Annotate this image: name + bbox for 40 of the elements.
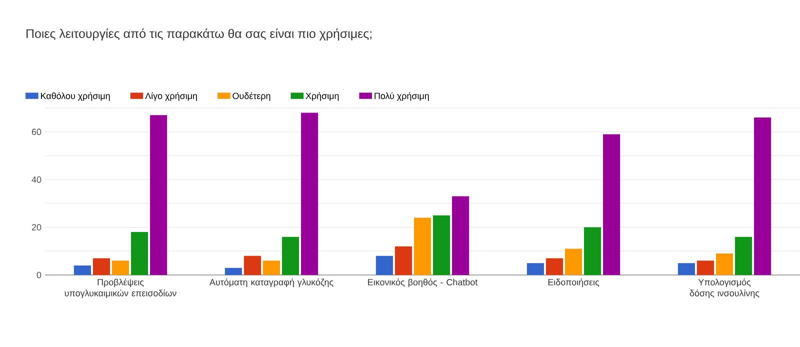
bar [735,236,752,275]
bar [394,246,412,275]
bar [546,258,564,275]
legend-label: Χρήσιμη [306,92,339,101]
legend-label: Λίγο χρήσιμη [145,92,197,101]
bar [584,227,602,275]
bar [224,268,242,275]
y-tick-label: 40 [32,176,42,183]
y-tick-label: 0 [36,272,42,278]
bar [414,218,432,275]
bar [301,112,318,275]
bar [112,260,130,275]
bar [282,236,300,275]
bar [262,260,280,275]
legend-label: Ουδέτερη [232,92,270,101]
x-tick-label: Προβλέψεις υπογλυκαιμικών επεισοδίων [64,278,176,298]
bar [92,258,110,275]
legend-label: Καθόλου χρήσιμη [41,92,110,101]
legend-label: Πολύ χρήσιμη [374,92,429,101]
bar [696,260,714,275]
bar [716,254,734,275]
x-tick-label: Ειδοποιήσεις [548,278,600,288]
bar [754,118,772,275]
bar [130,232,148,275]
bar [452,196,470,275]
chart-title: Ποιες λειτουργίες από τις παρακάτω θα σας είναι πιο χρήσιμες; [26,28,372,40]
bar [678,263,695,275]
x-tick-label: Υπολογισμός δόσης ινσουλίνης [690,278,760,298]
x-tick-label: Αυτόματη καταγραφή γλυκόζης [209,278,334,288]
x-tick-label: Εικονικός βοηθός - Chatbot [368,278,478,288]
bar [244,256,262,275]
y-tick-label: 60 [32,128,42,136]
bar [603,134,620,275]
bar [526,263,544,275]
bar [150,115,168,275]
bar [564,248,582,275]
y-tick-label: 20 [32,224,42,230]
bar [433,215,450,275]
bar [74,265,91,275]
bar [376,256,393,275]
